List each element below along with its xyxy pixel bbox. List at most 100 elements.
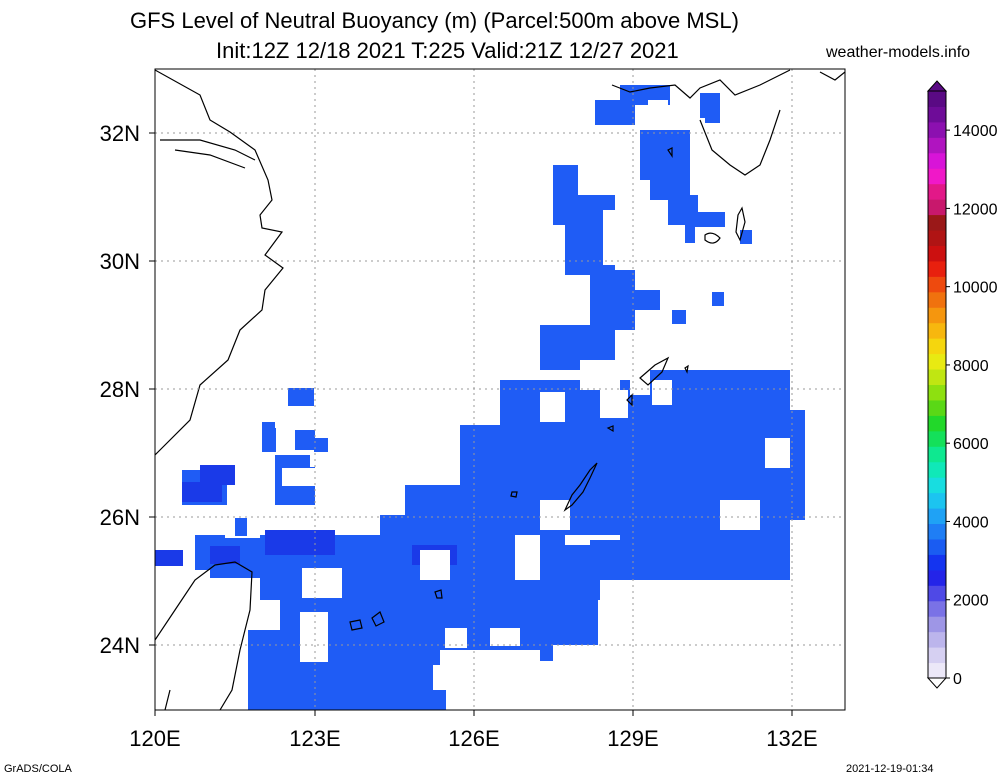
field-cell-deep [265, 530, 335, 555]
colorbar-label: 6000 [953, 436, 989, 453]
field-gap [540, 392, 565, 422]
field-cell [700, 560, 714, 580]
field-cell [690, 212, 725, 227]
lat-tick-label: 24N [100, 633, 140, 658]
colorbar-swatch [928, 554, 946, 571]
colorbar-swatch [928, 399, 946, 416]
colorbar-label: 2000 [953, 593, 989, 610]
colorbar-swatch [928, 353, 946, 370]
colorbar-swatch [928, 647, 946, 664]
field-cell [725, 550, 739, 568]
small-island-3 [606, 425, 614, 433]
amami-oshima [639, 356, 670, 386]
colorbar-swatch [928, 538, 946, 555]
field-gap [282, 468, 322, 486]
colorbar-swatch [928, 508, 946, 525]
small-island-1 [510, 491, 518, 498]
lat-tick-label: 26N [100, 505, 140, 530]
lon-tick-label: 123E [289, 726, 340, 751]
colorbar-label: 8000 [953, 358, 989, 375]
lon-tick-label: 126E [448, 726, 499, 751]
colorbar-frame [927, 90, 947, 679]
kyushu-coastline [611, 69, 845, 176]
colorbar-swatch [928, 276, 946, 293]
lat-tick-label: 32N [100, 121, 140, 146]
colorbar-swatch [928, 152, 946, 169]
field-cell [672, 310, 686, 324]
colorbar-swatch [928, 384, 946, 401]
colorbar-swatch [928, 523, 946, 540]
colorbar-swatch [928, 492, 946, 509]
colorbar-swatch [928, 631, 946, 648]
footer-left: GrADS/COLA [4, 763, 72, 775]
colorbar-swatch [928, 106, 946, 123]
field-gap [720, 500, 760, 530]
colorbar-label: 12000 [953, 201, 998, 218]
colorbar-swatch [928, 585, 946, 602]
colorbar-swatch [928, 245, 946, 262]
field-gap [445, 628, 467, 648]
colorbar-swatch [928, 214, 946, 231]
lon-tick-label: 120E [129, 726, 180, 751]
axis-ticks: 120E 123E 126E 129E 132E 24N 26N 28N 30N 32N [100, 121, 818, 751]
field-cell [590, 540, 740, 570]
lat-tick-label: 28N [100, 377, 140, 402]
site-credit: weather-models.info [826, 44, 971, 61]
colorbar-swatch [928, 199, 946, 216]
field-gap [648, 100, 668, 130]
field-gap [600, 390, 628, 418]
colorbar-swatch [928, 662, 946, 679]
small-island-4 [626, 393, 633, 407]
field-cell [235, 518, 247, 536]
field-cell-deep [200, 465, 235, 485]
colorbar-swatch [928, 230, 946, 246]
colorbar-swatch [928, 121, 946, 138]
coastlines [155, 69, 845, 710]
field-gap [515, 535, 540, 580]
colorbar-swatch [928, 616, 946, 633]
okinawa-island [563, 462, 598, 512]
colorbar-top-arrow [926, 80, 948, 92]
field-gap [603, 210, 633, 265]
colorbar-swatch [928, 183, 946, 200]
colorbar-swatch [928, 446, 946, 463]
chart-title-line2: Init:12Z 12/18 2021 T:225 Valid:21Z 12/2… [216, 38, 679, 63]
field-cell-deep [210, 546, 240, 564]
china-coastline [155, 69, 284, 456]
field-cell-deep [182, 482, 222, 502]
field-cell [248, 630, 433, 695]
yangtze-estuary [160, 139, 256, 169]
colorbar-swatch [928, 137, 946, 154]
field-gap [690, 118, 705, 173]
field-cell [540, 645, 553, 661]
colorbar-swatch [928, 569, 946, 586]
field-cell [262, 422, 276, 452]
field-cell [640, 130, 690, 180]
colorbar-label: 4000 [953, 514, 989, 531]
field-cell [248, 690, 446, 710]
field-cell [314, 438, 328, 452]
field-cell [590, 270, 635, 330]
field-gap [300, 612, 328, 662]
field-cell [685, 225, 695, 243]
field-gap [490, 628, 520, 646]
colorbar-bottom-arrow [926, 677, 948, 689]
colorbar-swatch [928, 430, 946, 447]
colorbar-swatch [928, 369, 946, 385]
colorbar-swatch [928, 415, 946, 432]
field-gap [652, 380, 672, 405]
yakushima [704, 232, 721, 244]
colorbar-label: 10000 [953, 280, 998, 297]
field-gap [310, 455, 335, 467]
tanegashima [735, 206, 746, 242]
lat-tick-label: 30N [100, 249, 140, 274]
small-island-5 [667, 147, 673, 158]
small-island-2 [434, 589, 443, 599]
field-gap [302, 568, 342, 598]
field-cell [712, 292, 724, 306]
field-cell [700, 93, 720, 123]
colorbar-swatch [928, 260, 946, 277]
buoyancy-field [155, 85, 805, 710]
chart-title-line1: GFS Level of Neutral Buoyancy (m) (Parce… [130, 8, 739, 33]
